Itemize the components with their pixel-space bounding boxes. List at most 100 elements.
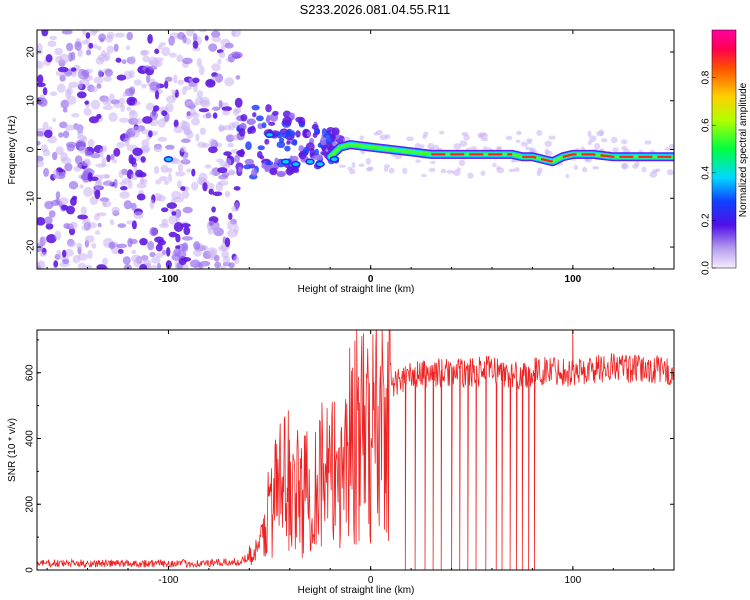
noise-blob xyxy=(105,34,114,43)
noise-blob xyxy=(208,138,216,147)
noise-blob xyxy=(212,106,221,111)
noise-blob xyxy=(157,136,168,142)
noise-blob xyxy=(126,31,133,41)
noise-blob xyxy=(109,219,115,226)
halo-blob xyxy=(565,174,570,178)
snr-panel: -100 0 100 0 200 400 600 Height of straight li… xyxy=(7,329,675,596)
halo-blob xyxy=(347,166,353,171)
noise-blob xyxy=(165,260,172,269)
noise-blob xyxy=(233,51,243,59)
noise-blob xyxy=(212,112,218,119)
halo-blob xyxy=(529,147,534,154)
halo-blob xyxy=(492,162,497,168)
noise-blob xyxy=(39,251,47,257)
noise-blob xyxy=(147,241,155,251)
x-tick-label: 0 xyxy=(368,274,374,285)
halo-blob xyxy=(421,173,427,178)
noise-blob xyxy=(165,144,175,150)
noise-blob xyxy=(146,74,151,84)
transition-blob xyxy=(274,157,279,164)
noise-blob xyxy=(55,146,64,155)
transition-blob xyxy=(240,114,248,122)
noise-blob xyxy=(108,112,118,122)
noise-blob xyxy=(68,81,79,88)
noise-blob xyxy=(66,86,73,96)
noise-blob xyxy=(52,117,57,123)
noise-blob xyxy=(44,129,53,138)
halo-blob xyxy=(621,139,628,145)
halo-blob xyxy=(536,129,543,136)
transition-blob xyxy=(238,127,246,137)
transition-blob xyxy=(269,167,278,176)
halo-blob xyxy=(632,163,639,169)
noise-blob xyxy=(182,206,193,214)
noise-blob xyxy=(181,236,193,241)
noise-blob xyxy=(129,70,135,79)
noise-blob xyxy=(193,241,201,250)
noise-blob xyxy=(74,124,85,132)
y-tick-label: 0 xyxy=(25,567,36,573)
noise-blob xyxy=(235,75,241,80)
strong-blob xyxy=(163,156,174,163)
noise-blob xyxy=(233,223,239,234)
noise-blob xyxy=(37,262,41,269)
strong-blob xyxy=(280,158,291,165)
strong-blob xyxy=(305,158,315,165)
noise-blob xyxy=(149,81,161,91)
strong-blob xyxy=(329,156,340,163)
halo-blob xyxy=(422,134,427,139)
noise-blob xyxy=(133,79,142,86)
noise-blob xyxy=(192,77,200,84)
noise-blob xyxy=(168,35,175,46)
noise-blob xyxy=(186,30,195,37)
noise-blob xyxy=(119,191,130,199)
transition-blob xyxy=(286,140,291,145)
noise-blob xyxy=(228,169,236,176)
noise-blob xyxy=(105,179,114,187)
noise-blob xyxy=(49,91,58,97)
noise-blob xyxy=(95,179,102,185)
noise-blob xyxy=(171,89,177,94)
noise-blob xyxy=(71,195,78,201)
halo-blob xyxy=(544,148,549,155)
halo-blob xyxy=(384,134,391,140)
noise-blob xyxy=(78,80,83,90)
noise-blob xyxy=(211,206,216,213)
noise-blob xyxy=(97,222,102,228)
y-tick-label: -20 xyxy=(26,239,37,254)
noise-blob xyxy=(120,186,128,191)
halo-blob xyxy=(477,133,483,138)
noise-blob xyxy=(167,172,173,183)
colorbar-tick-label: 0.6 xyxy=(701,118,712,132)
noise-blob xyxy=(198,65,205,76)
noise-blob xyxy=(234,154,240,163)
noise-blob xyxy=(208,188,214,195)
noise-blob xyxy=(223,151,232,156)
noise-blob xyxy=(196,90,204,98)
noise-blob xyxy=(186,101,195,107)
noise-blob xyxy=(131,126,142,134)
transition-blob xyxy=(298,145,305,152)
transition-blob xyxy=(256,115,264,122)
transition-blob xyxy=(295,130,301,138)
noise-blob xyxy=(161,207,169,213)
noise-blob xyxy=(166,95,177,104)
spectrogram-x-label: Height of straight line (km) xyxy=(298,284,415,295)
noise-blob xyxy=(102,145,108,152)
strong-blob xyxy=(264,131,275,139)
noise-blob xyxy=(110,154,115,161)
noise-blob xyxy=(123,264,132,269)
transition-blob xyxy=(323,138,334,144)
noise-blob xyxy=(61,30,73,35)
noise-blob xyxy=(62,107,68,113)
transition-blob xyxy=(298,122,305,128)
noise-blob xyxy=(62,258,70,265)
colorbar-label: Normalized spectral amplitude xyxy=(738,82,749,217)
noise-blob xyxy=(176,250,187,259)
y-tick-label: 20 xyxy=(26,46,37,58)
noise-blob xyxy=(183,128,193,136)
noise-blob xyxy=(149,110,158,121)
noise-blob xyxy=(151,265,158,269)
noise-blob xyxy=(210,76,219,81)
